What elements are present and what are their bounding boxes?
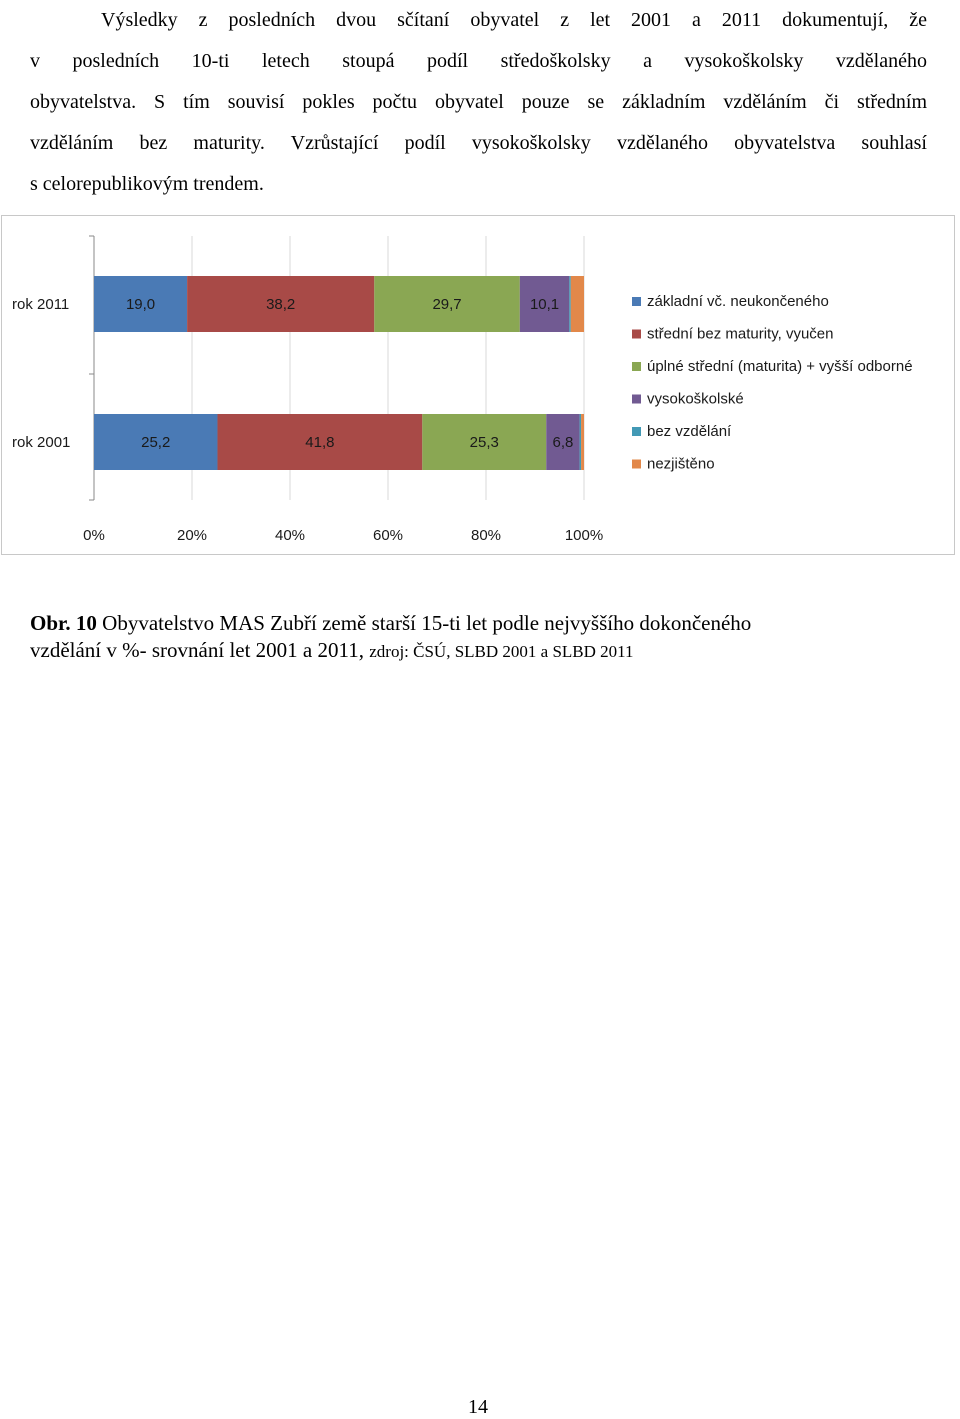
paragraph-line-4: vzděláním bez maturity. Vzrůstající podí… — [30, 132, 927, 154]
page-number: 14 — [468, 1396, 488, 1418]
bar-segment — [570, 276, 584, 332]
chart-canvas: 0% 20% 40% 60% 80% 100% rok 2011 19,0 38,2 29,7 10… — [12, 235, 913, 544]
data-label: 38,2 — [266, 296, 295, 313]
legend-swatch — [632, 297, 641, 306]
data-label: 10,1 — [530, 296, 559, 313]
bar-segment — [546, 414, 580, 470]
x-tick-label: 100% — [565, 527, 603, 544]
data-label: 41,8 — [305, 434, 334, 451]
x-tick-label: 20% — [177, 527, 207, 544]
data-label: 29,7 — [432, 296, 461, 313]
category-label: rok 2001 — [12, 434, 70, 451]
data-label: 6,8 — [553, 434, 574, 451]
x-tick-label: 40% — [275, 527, 305, 544]
paragraph-line-5: s celorepublikovým trendem. — [30, 173, 264, 195]
bar-segment — [422, 414, 547, 470]
body-paragraph: Výsledky z posledních dvou sčítaní obyva… — [30, 0, 927, 205]
caption-label: Obr. 10 — [30, 611, 97, 635]
bar-segment — [187, 276, 375, 332]
bar-segment — [519, 276, 570, 332]
category-label: rok 2011 — [12, 296, 69, 313]
legend-entry: bez vzdělání — [647, 423, 732, 440]
education-chart: 0% 20% 40% 60% 80% 100% rok 2011 19,0 38,2 29,7 10… — [1, 215, 955, 555]
legend-entry: nezjištěno — [647, 456, 715, 473]
bar-segment — [374, 276, 520, 332]
paragraph-line-2: v posledních 10-ti letech stoupá podíl s… — [30, 50, 927, 72]
legend-swatch — [632, 427, 641, 436]
bar-segment — [581, 414, 584, 470]
legend-swatch — [632, 394, 641, 404]
legend-swatch — [632, 362, 641, 371]
bar-segment — [579, 414, 582, 470]
legend-entry: vysokoškolské — [647, 391, 744, 408]
bar-segment — [94, 276, 188, 332]
bar-segment — [569, 276, 571, 332]
x-tick-label: 80% — [471, 527, 501, 544]
legend-entry: základní vč. neukončeného — [647, 293, 829, 310]
data-label: 19,0 — [126, 296, 155, 313]
paragraph-line-1: Výsledky z posledních dvou sčítaní obyva… — [101, 9, 927, 31]
legend-entry: střední bez maturity, vyučen — [647, 326, 833, 343]
data-label: 25,2 — [141, 434, 170, 451]
figure-caption: Obr. 10 Obyvatelstvo MAS Zubří země star… — [30, 610, 930, 665]
x-tick-label: 0% — [83, 527, 105, 544]
data-label: 25,3 — [470, 434, 499, 451]
legend-swatch — [632, 329, 641, 339]
legend-entry: úplné střední (maturita) + vyšší odborné — [647, 358, 913, 375]
caption-line-2: vzdělání v %- srovnání let 2001 a 2011, — [30, 638, 370, 662]
caption-line-1: Obyvatelstvo MAS Zubří země starší 15-ti… — [96, 611, 752, 635]
caption-source: zdroj: ČSÚ, SLBD 2001 a SLBD 2011 — [369, 642, 634, 661]
legend-swatch — [632, 459, 641, 469]
bar-segment — [217, 414, 423, 470]
bar-segment — [94, 414, 218, 470]
x-tick-label: 60% — [373, 527, 403, 544]
paragraph-line-3: obyvatelstva. S tím souvisí pokles počtu… — [30, 91, 927, 113]
